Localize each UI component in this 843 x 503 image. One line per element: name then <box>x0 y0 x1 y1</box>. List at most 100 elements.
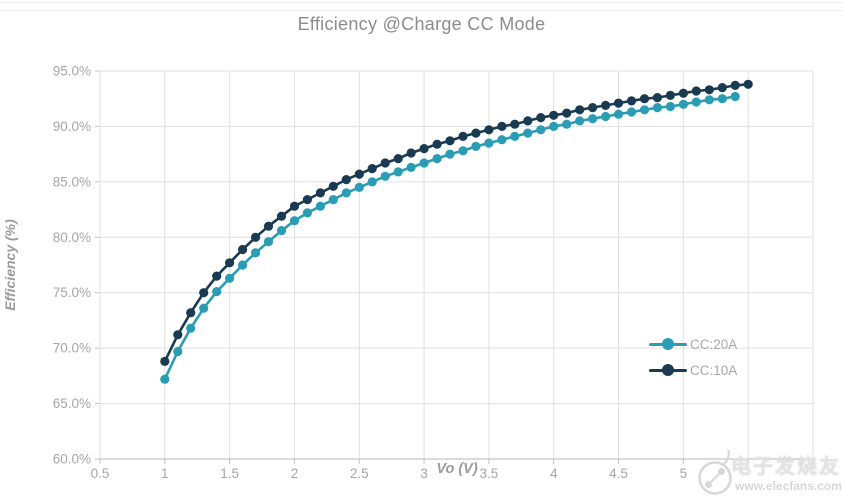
data-point-cc10a <box>562 108 572 118</box>
x-tick-label: 3.5 <box>480 466 499 481</box>
data-point-cc20a <box>691 97 701 107</box>
chart-legend: CC:20A CC:10A <box>649 331 737 383</box>
data-point-cc10a <box>315 188 325 198</box>
series-line-cc10a <box>163 83 749 362</box>
data-point-cc20a <box>652 103 663 113</box>
data-point-cc10a <box>704 85 714 95</box>
legend-label-cc20a: CC:20A <box>690 336 738 352</box>
data-point-cc10a <box>588 103 598 113</box>
data-point-cc20a <box>639 105 650 115</box>
data-point-cc20a <box>302 208 312 218</box>
watermark-chinese-text: 电子发烧友 <box>731 456 841 478</box>
data-point-cc10a <box>678 88 689 98</box>
data-point-cc10a <box>536 113 546 123</box>
data-point-cc20a <box>497 135 507 145</box>
data-point-cc10a <box>419 144 429 154</box>
data-point-cc10a <box>367 164 377 174</box>
data-point-cc20a <box>549 121 559 131</box>
data-point-cc10a <box>639 94 650 104</box>
data-point-cc20a <box>212 287 222 297</box>
x-tick-label: 2.5 <box>350 466 369 481</box>
data-point-cc10a <box>406 148 416 158</box>
data-point-cc10a <box>717 83 727 93</box>
data-point-cc10a <box>484 125 494 135</box>
data-point-cc10a <box>523 116 533 126</box>
data-point-cc10a <box>510 119 520 129</box>
data-point-cc10a <box>380 158 390 168</box>
data-point-cc10a <box>212 271 222 281</box>
data-point-cc20a <box>289 216 300 226</box>
data-point-cc10a <box>445 136 455 146</box>
data-point-cc20a <box>380 171 390 181</box>
x-tick-label: 4 <box>550 466 558 481</box>
y-tick-label: 80.0% <box>53 230 91 245</box>
data-point-cc20a <box>445 149 455 159</box>
x-tick-label: 3 <box>420 466 428 481</box>
data-point-cc10a <box>160 356 170 366</box>
data-point-cc10a <box>302 195 312 205</box>
data-point-cc20a <box>523 128 533 138</box>
data-point-cc20a <box>367 177 377 187</box>
data-point-cc10a <box>393 154 403 164</box>
data-point-cc20a <box>419 158 429 168</box>
data-point-cc20a <box>730 91 740 102</box>
y-tick-label: 60.0% <box>53 452 91 467</box>
data-point-cc10a <box>613 98 624 108</box>
data-point-cc20a <box>665 101 676 112</box>
data-point-cc10a <box>497 121 507 131</box>
data-point-cc20a <box>704 95 714 105</box>
data-point-cc20a <box>458 146 468 156</box>
legend-entry-cc20a: CC:20A <box>649 331 737 357</box>
data-point-cc10a <box>743 79 753 89</box>
data-point-cc10a <box>575 105 585 115</box>
data-point-cc20a <box>251 248 261 258</box>
data-point-cc20a <box>562 119 572 129</box>
data-point-cc20a <box>225 273 235 283</box>
data-point-cc10a <box>341 175 351 185</box>
top-border-line <box>0 2 843 3</box>
y-axis-title: Efficiency (%) <box>2 219 18 311</box>
data-point-cc20a <box>160 374 170 384</box>
data-point-cc20a <box>484 138 494 148</box>
data-point-cc10a <box>601 100 611 110</box>
x-tick-label: 1 <box>161 466 169 481</box>
x-tick-label: 0.5 <box>91 466 110 481</box>
data-point-cc10a <box>730 80 740 90</box>
data-point-cc10a <box>354 169 364 179</box>
data-point-cc10a <box>276 211 287 221</box>
legend-line-dot-icon-cc20a <box>649 338 687 350</box>
data-point-cc10a <box>225 258 235 268</box>
legend-label-cc10a: CC:10A <box>690 362 738 378</box>
legend-entry-cc10a: CC:10A <box>649 357 737 383</box>
y-tick-label: 90.0% <box>53 119 91 134</box>
data-point-cc20a <box>588 114 598 124</box>
data-point-cc10a <box>691 86 701 96</box>
top-border-line-2 <box>0 10 843 11</box>
x-tick-label: 2 <box>291 466 299 481</box>
x-tick-label: 4.5 <box>609 466 628 481</box>
data-point-cc20a <box>276 226 287 236</box>
elecfans-watermark: 电子发烧友 www.elecfans.com <box>683 442 843 503</box>
data-point-cc10a <box>238 244 248 255</box>
data-point-cc10a <box>432 139 442 149</box>
data-point-cc10a <box>251 232 261 242</box>
data-point-cc20a <box>199 303 209 313</box>
data-point-cc20a <box>173 346 183 357</box>
data-point-cc20a <box>354 182 364 192</box>
y-tick-label: 85.0% <box>53 174 91 189</box>
data-point-cc20a <box>315 201 325 211</box>
data-point-cc20a <box>406 162 416 172</box>
data-point-cc20a <box>341 188 351 198</box>
data-point-cc10a <box>263 221 274 231</box>
watermark-url-text: www.elecfans.com <box>735 479 842 493</box>
data-point-cc10a <box>549 110 559 120</box>
data-point-cc10a <box>626 96 637 106</box>
data-point-cc10a <box>652 93 663 103</box>
data-point-cc10a <box>289 201 300 211</box>
data-point-cc20a <box>186 323 196 333</box>
data-point-cc10a <box>471 128 481 138</box>
data-point-cc20a <box>626 107 637 117</box>
data-point-cc10a <box>186 308 196 318</box>
data-point-cc20a <box>613 109 624 119</box>
